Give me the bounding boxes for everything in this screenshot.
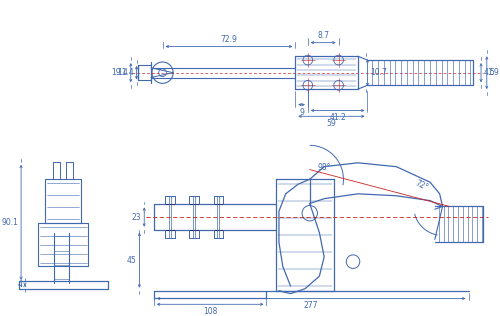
Text: 8.7: 8.7 bbox=[317, 31, 329, 40]
Text: 4: 4 bbox=[17, 280, 22, 289]
Text: 98°: 98° bbox=[318, 163, 331, 173]
Text: 19.4: 19.4 bbox=[111, 68, 128, 77]
Text: 41.2: 41.2 bbox=[330, 113, 346, 122]
Text: 108: 108 bbox=[203, 307, 218, 316]
Text: 90.1: 90.1 bbox=[2, 218, 18, 227]
Text: 41: 41 bbox=[484, 68, 494, 77]
Text: 59: 59 bbox=[490, 68, 500, 77]
Text: 23: 23 bbox=[132, 213, 141, 222]
Text: 9: 9 bbox=[299, 107, 304, 117]
Text: 72.9: 72.9 bbox=[220, 35, 238, 44]
Text: 45: 45 bbox=[127, 256, 136, 265]
Text: 59: 59 bbox=[326, 119, 336, 128]
Text: 72°: 72° bbox=[414, 179, 430, 193]
Text: 11.4: 11.4 bbox=[117, 68, 134, 77]
Text: 10.7: 10.7 bbox=[370, 68, 387, 77]
Text: 277: 277 bbox=[304, 301, 318, 310]
